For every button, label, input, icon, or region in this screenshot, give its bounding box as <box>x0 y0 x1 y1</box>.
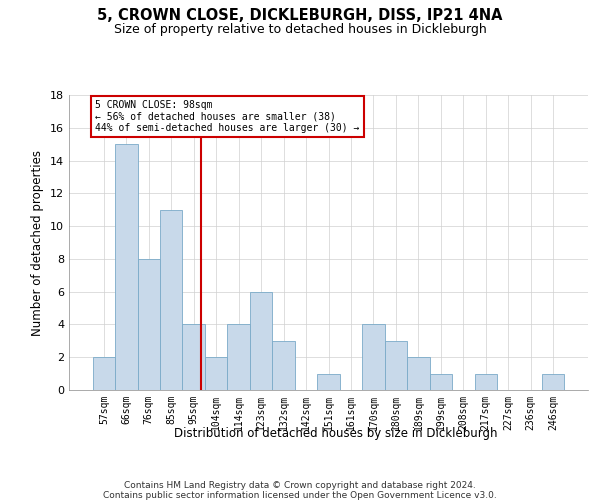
Bar <box>362 324 385 390</box>
Text: 5, CROWN CLOSE, DICKLEBURGH, DISS, IP21 4NA: 5, CROWN CLOSE, DICKLEBURGH, DISS, IP21 … <box>97 8 503 22</box>
Bar <box>430 374 452 390</box>
Bar <box>182 324 205 390</box>
Bar <box>250 292 272 390</box>
Bar <box>542 374 565 390</box>
Bar <box>205 357 227 390</box>
Y-axis label: Number of detached properties: Number of detached properties <box>31 150 44 336</box>
Bar <box>115 144 137 390</box>
Text: Contains HM Land Registry data © Crown copyright and database right 2024.
Contai: Contains HM Land Registry data © Crown c… <box>103 480 497 500</box>
Bar <box>272 341 295 390</box>
Bar <box>317 374 340 390</box>
Bar <box>385 341 407 390</box>
Bar <box>475 374 497 390</box>
Text: 5 CROWN CLOSE: 98sqm
← 56% of detached houses are smaller (38)
44% of semi-detac: 5 CROWN CLOSE: 98sqm ← 56% of detached h… <box>95 100 359 133</box>
Text: Distribution of detached houses by size in Dickleburgh: Distribution of detached houses by size … <box>174 428 498 440</box>
Text: Size of property relative to detached houses in Dickleburgh: Size of property relative to detached ho… <box>113 22 487 36</box>
Bar <box>407 357 430 390</box>
Bar <box>137 259 160 390</box>
Bar <box>92 357 115 390</box>
Bar <box>227 324 250 390</box>
Bar <box>160 210 182 390</box>
